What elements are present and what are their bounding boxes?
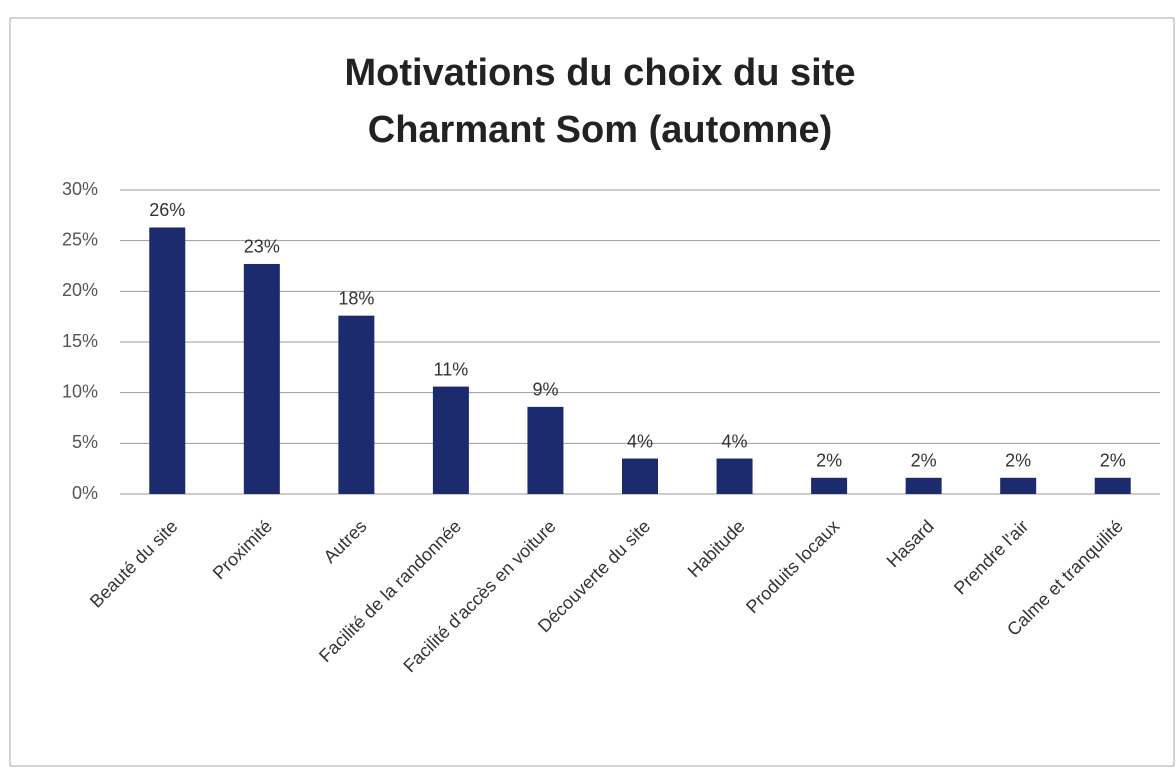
- y-tick-label: 30%: [62, 179, 98, 199]
- bar: [432, 386, 469, 494]
- value-label: 2%: [1005, 451, 1031, 471]
- value-label: 11%: [434, 359, 469, 379]
- bar: [622, 458, 658, 494]
- y-tick-label: 0%: [72, 483, 98, 503]
- bar: [243, 263, 280, 494]
- bar: [1094, 477, 1131, 494]
- value-label: 4%: [722, 431, 748, 451]
- chart-frame: [9, 17, 1175, 767]
- y-tick-label: 25%: [62, 229, 98, 249]
- bar: [149, 227, 186, 494]
- chart-title: Motivations du choix du site: [345, 52, 856, 94]
- y-tick-label: 15%: [62, 331, 98, 351]
- value-label: 23%: [244, 237, 280, 257]
- value-label: 2%: [911, 451, 937, 471]
- bar: [716, 458, 753, 494]
- y-tick-label: 10%: [62, 381, 98, 401]
- y-tick-label: 5%: [72, 432, 98, 452]
- bar: [1000, 477, 1037, 494]
- y-tick-label: 20%: [62, 280, 98, 300]
- bar: [905, 477, 942, 494]
- value-label: 18%: [338, 288, 374, 308]
- value-label: 2%: [1100, 451, 1126, 471]
- bar: [338, 315, 375, 494]
- bar: [811, 477, 848, 494]
- value-label: 2%: [816, 451, 842, 471]
- value-label: 26%: [149, 200, 185, 220]
- value-label: 4%: [627, 431, 653, 451]
- bar: [527, 406, 564, 494]
- value-label: 9%: [532, 380, 558, 400]
- chart-title: Charmant Som (automne): [368, 109, 832, 151]
